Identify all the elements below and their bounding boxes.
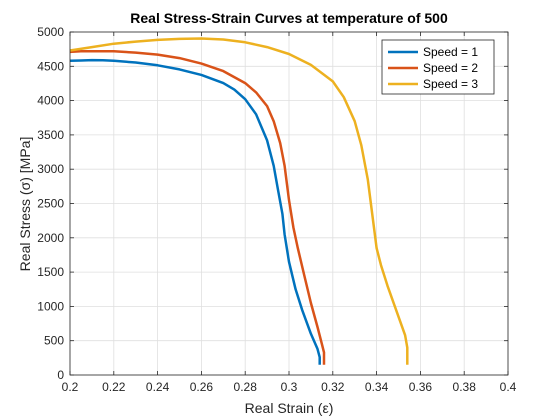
x-tick-label: 0.26 [190, 380, 214, 394]
legend-label-2: Speed = 2 [423, 61, 478, 75]
x-tick-label: 0.3 [281, 380, 298, 394]
series-line-2 [69, 49, 326, 365]
x-axis-label: Real Strain (ε) [245, 400, 334, 416]
ticks: 0.2 0.22 0.24 0.26 0.28 0.3 0.32 0.34 0.36 0.38 0.… [37, 25, 516, 394]
y-tick-label: 0 [57, 368, 64, 382]
x-tick-label: 0.38 [453, 380, 477, 394]
x-tick-label: 0.4 [500, 380, 517, 394]
y-tick-label: 3500 [37, 128, 64, 142]
y-tick-label: 1500 [37, 265, 64, 279]
y-tick-label: 2000 [37, 231, 64, 245]
x-tick-label: 0.2 [62, 380, 79, 394]
y-axis-label: Real Stress (σ) [MPa] [17, 137, 33, 272]
y-tick-label: 4000 [37, 94, 64, 108]
x-tick-label: 0.24 [146, 380, 170, 394]
x-tick-label: 0.22 [102, 380, 126, 394]
x-tick-label: 0.32 [321, 380, 345, 394]
legend-label-3: Speed = 3 [423, 77, 478, 91]
y-tick-label: 4500 [37, 59, 64, 73]
series-line-3 [69, 37, 409, 365]
legend: Speed = 1 Speed = 2 Speed = 3 [381, 39, 495, 95]
y-tick-label: 3000 [37, 162, 64, 176]
y-tick-label: 2500 [37, 197, 64, 211]
chart-title: Real Stress-Strain Curves at temperature… [130, 10, 448, 26]
series-layer [69, 37, 409, 365]
y-tick-label: 1000 [37, 299, 64, 313]
x-tick-label: 0.36 [409, 380, 433, 394]
legend-label-1: Speed = 1 [423, 45, 478, 59]
y-tick-label: 5000 [37, 25, 64, 39]
x-tick-label: 0.34 [365, 380, 389, 394]
series-line-1 [69, 58, 321, 365]
x-tick-label: 0.28 [234, 380, 258, 394]
y-tick-label: 500 [44, 334, 64, 348]
